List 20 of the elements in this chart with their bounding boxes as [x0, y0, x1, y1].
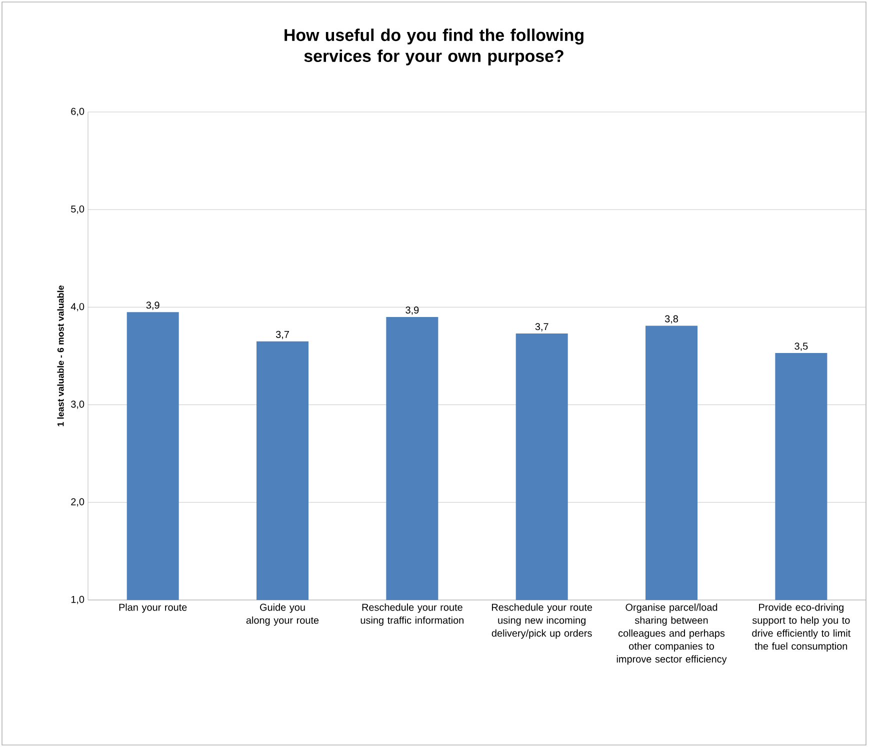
x-tick-label: Plan your route — [119, 604, 187, 613]
data-label: 3,9 — [146, 302, 160, 310]
y-tick-label: 3,0 — [71, 400, 84, 409]
x-tick-label: Provide eco-driving support to help you to drive efficiently to limit the fuel consumption — [752, 604, 851, 652]
y-tick-label: 1,0 — [71, 596, 84, 604]
data-label: 3,7 — [535, 323, 548, 332]
y-tick-label: 6,0 — [71, 108, 84, 116]
y-tick-label: 2,0 — [71, 498, 84, 507]
data-label: 3,9 — [406, 306, 419, 315]
chart-title: How useful do you find the following services for your own purpose? — [284, 28, 584, 66]
y-axis-title: 1 least valuable - 6 most valuable — [57, 286, 64, 426]
data-label: 3,5 — [794, 342, 808, 351]
data-label: 3,8 — [664, 315, 678, 324]
y-tick-label: 4,0 — [70, 303, 84, 312]
data-label: 3,7 — [276, 330, 289, 340]
x-tick-label: Guide you along your route — [246, 604, 319, 626]
x-tick-label: Reschedule your route using traffic information — [360, 604, 464, 626]
y-tick-label: 5,0 — [71, 205, 84, 214]
x-tick-label: Organise parcel/load sharing between colleagues and perhaps other companies to improve sector efficiency — [616, 604, 727, 665]
x-tick-label: Reschedule your route using new incoming delivery/pick up orders — [492, 604, 592, 639]
